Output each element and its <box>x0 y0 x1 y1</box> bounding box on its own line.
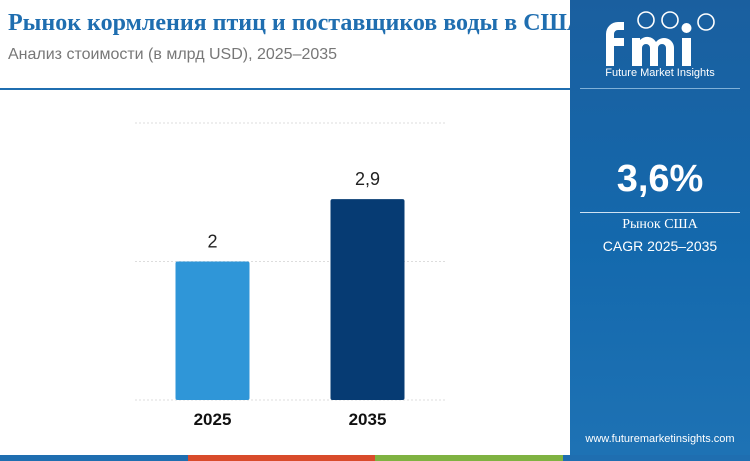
brand-name: Future Market Insights <box>605 67 715 79</box>
cagr-value: 3,6% <box>616 158 704 200</box>
page-title: Рынок кормления птиц и поставщиков воды … <box>8 10 585 36</box>
fmi-logo-icon <box>606 11 715 66</box>
cagr-label: Рынок США <box>622 217 698 232</box>
x-tick-label: 2035 <box>349 410 387 429</box>
bar-chart: 2 2025 2,9 2035 <box>135 122 445 429</box>
bottom-color-band <box>0 455 750 461</box>
sidebar-panel: Future Market Insights 3,6% Рынок США CA… <box>570 0 750 455</box>
bottom-band-segment <box>375 455 563 461</box>
bar-2035 <box>330 199 405 400</box>
data-label: 2,9 <box>355 169 380 189</box>
bottom-band-segment <box>187 455 375 461</box>
brand-divider <box>580 88 740 89</box>
bottom-band-segment <box>562 455 750 461</box>
header-divider <box>0 88 570 90</box>
x-tick-label: 2025 <box>194 410 232 429</box>
website-link[interactable]: www.futuremarketinsights.com <box>585 433 735 445</box>
bottom-band-segment <box>0 455 188 461</box>
bar-2025 <box>175 261 250 400</box>
cagr-period: CAGR 2025–2035 <box>602 238 718 254</box>
cagr-divider <box>580 212 740 213</box>
page-subtitle: Анализ стоимости (в млрд USD), 2025–2035 <box>8 46 338 63</box>
data-label: 2 <box>207 232 217 252</box>
